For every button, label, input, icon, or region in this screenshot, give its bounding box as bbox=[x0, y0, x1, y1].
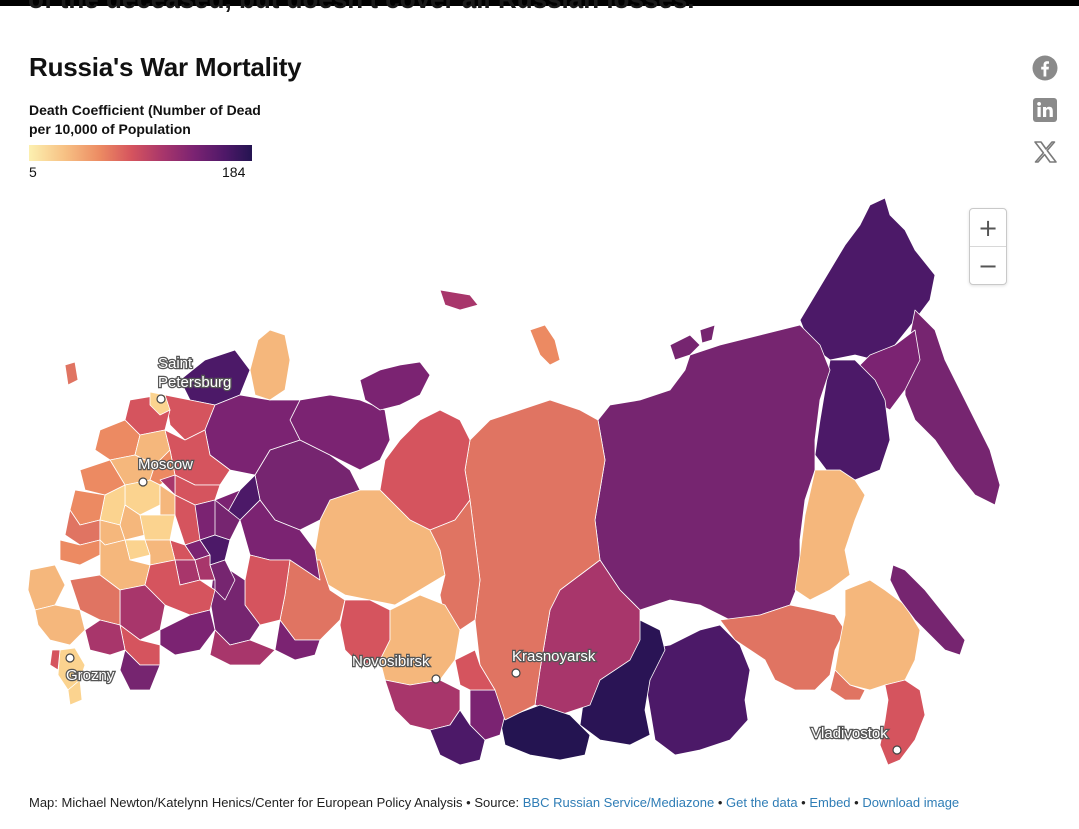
moscow-label: Moscow bbox=[138, 456, 193, 473]
legend-title: Death Coefficient (Number of Dead per 10… bbox=[29, 102, 261, 137]
zoom-control: + − bbox=[969, 208, 1007, 285]
region-amur bbox=[719, 604, 846, 691]
region-islands-nz bbox=[439, 289, 479, 311]
linkedin-share-button[interactable] bbox=[1032, 97, 1058, 123]
x-icon bbox=[1034, 141, 1057, 163]
zoom-out-button[interactable]: − bbox=[977, 251, 999, 280]
region-khabarovsk-north bbox=[814, 359, 891, 481]
saint-petersburg-marker bbox=[156, 394, 166, 404]
cut-off-text: of the deceased, but doesn't cover all R… bbox=[28, 0, 695, 15]
region-ingushetia bbox=[49, 649, 61, 671]
region-orenburg bbox=[209, 629, 276, 666]
linkedin-icon bbox=[1033, 98, 1057, 122]
saint-petersburg-label-line2: Petersburg bbox=[158, 374, 231, 391]
zoom-in-button[interactable]: + bbox=[970, 209, 1006, 247]
region-north-ossetia bbox=[67, 679, 83, 706]
saint-petersburg-label-line1: Saint bbox=[158, 355, 193, 372]
region-ryazan bbox=[139, 514, 176, 541]
russia-choropleth-map[interactable]: Saint Petersburg Moscow Grozny Novosibir… bbox=[0, 190, 1079, 775]
region-novaya-zemlya bbox=[249, 329, 291, 401]
region-taymyr-islands bbox=[529, 324, 561, 366]
krasnoyarsk-label: Krasnoyarsk bbox=[512, 648, 596, 665]
legend-color-scale bbox=[29, 145, 252, 161]
grozny-label: Grozny bbox=[66, 667, 115, 684]
footer-separator: • bbox=[797, 795, 810, 810]
region-yamal-isles bbox=[359, 361, 431, 411]
region-tomsk bbox=[429, 499, 481, 631]
region-kemerovo bbox=[454, 649, 496, 691]
region-primorye bbox=[879, 679, 926, 766]
region-altai-republic bbox=[429, 709, 486, 766]
moscow-marker bbox=[138, 477, 148, 487]
krasnoyarsk-marker bbox=[511, 668, 521, 678]
footer-separator: • bbox=[850, 795, 863, 810]
vladivostok-marker bbox=[892, 745, 902, 755]
region-jewish-ao bbox=[829, 669, 866, 701]
region-altai-krai bbox=[384, 679, 461, 731]
region-krasnodar bbox=[34, 604, 86, 646]
x-share-button[interactable] bbox=[1032, 139, 1058, 165]
credit-text: Map: Michael Newton/Katelynn Henics/Cent… bbox=[29, 795, 523, 810]
vladivostok-label: Vladivostok bbox=[811, 725, 888, 742]
novosibirsk-label: Novosibirsk bbox=[352, 653, 430, 670]
top-bar bbox=[0, 0, 1079, 6]
region-kaliningrad bbox=[64, 361, 79, 386]
region-zabaykalsky bbox=[639, 624, 751, 756]
get-data-link[interactable]: Get the data bbox=[726, 795, 798, 810]
region-stavropol bbox=[84, 619, 126, 656]
region-samara bbox=[209, 559, 236, 601]
facebook-share-button[interactable] bbox=[1032, 55, 1058, 81]
region-dagestan bbox=[119, 649, 161, 691]
region-tuva bbox=[499, 704, 591, 761]
region-crimea bbox=[27, 564, 66, 611]
region-astrakhan bbox=[159, 609, 216, 656]
region-khabarovsk-south bbox=[794, 469, 866, 601]
region-ivanovo bbox=[159, 474, 176, 496]
city-markers bbox=[65, 394, 902, 755]
region-islands-north bbox=[669, 334, 701, 361]
region-islands-north2 bbox=[699, 324, 716, 344]
footer-separator: • bbox=[714, 795, 726, 810]
grozny-marker bbox=[65, 653, 75, 663]
region-sakhalin bbox=[889, 564, 966, 656]
facebook-icon bbox=[1032, 55, 1058, 81]
embed-link[interactable]: Embed bbox=[809, 795, 851, 810]
map-title: Russia's War Mortality bbox=[29, 52, 302, 82]
region-kamchatka bbox=[904, 309, 1001, 506]
source-link[interactable]: BBC Russian Service/Mediazone bbox=[522, 795, 715, 810]
region-udmurtia bbox=[214, 499, 241, 541]
download-image-link[interactable]: Download image bbox=[862, 795, 960, 810]
map-footer: Map: Michael Newton/Katelynn Henics/Cent… bbox=[29, 795, 959, 810]
legend-min-label: 5 bbox=[29, 164, 37, 180]
novosibirsk-marker bbox=[431, 674, 441, 684]
legend-max-label: 184 bbox=[222, 164, 246, 180]
region-yakutia bbox=[594, 324, 831, 621]
